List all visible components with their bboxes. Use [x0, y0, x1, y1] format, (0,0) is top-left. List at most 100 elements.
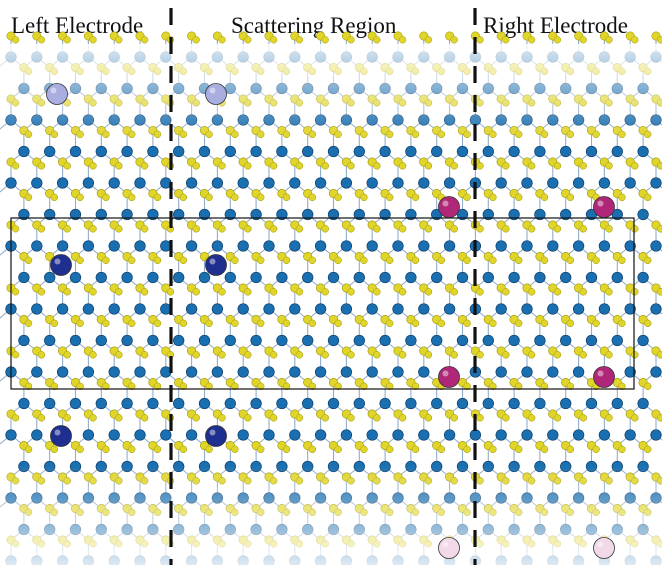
dopant-highlight: [442, 200, 449, 207]
metal-atom: [353, 397, 365, 410]
chalcogen-atom: [153, 193, 162, 201]
left-electrode-label: Left Electrode: [11, 13, 144, 38]
chalcogen-atom: [579, 288, 587, 296]
metal-atom: [134, 177, 146, 189]
metal-atom: [198, 397, 211, 410]
chalcogen-atom: [476, 36, 484, 44]
metal-atom: [237, 177, 249, 189]
edge-fade-overlay: [0, 44, 662, 565]
metal-atom: [31, 177, 43, 189]
chalcogen-atom: [450, 36, 458, 44]
metal-atom: [276, 271, 288, 284]
metal-atom: [44, 397, 56, 410]
metal-atom: [456, 397, 469, 410]
metal-atom: [366, 177, 378, 189]
chalcogen-atom: [515, 193, 523, 201]
chalcogen-atom: [321, 351, 329, 359]
chalcogen-atom: [424, 36, 433, 44]
metal-atom: [134, 303, 146, 315]
chalcogen-atom: [11, 36, 20, 44]
metal-atom: [521, 429, 533, 441]
chalcogen-atom: [373, 414, 381, 422]
metal-atom: [198, 145, 211, 158]
metal-atom: [263, 177, 275, 189]
chalcogen-atom: [566, 193, 574, 201]
chalcogen-atom: [153, 382, 162, 390]
chalcogen-atom: [63, 288, 71, 296]
chalcogen-atom: [308, 382, 316, 390]
metal-atom: [82, 177, 95, 189]
chalcogen-atom: [321, 414, 329, 422]
chalcogen-atom: [553, 414, 562, 422]
chalcogen-atom: [592, 445, 600, 453]
metal-atom: [18, 397, 30, 410]
chalcogen-atom: [360, 445, 368, 453]
metal-atom: [366, 366, 378, 378]
dopant-highlight: [597, 370, 604, 377]
metal-atom: [198, 208, 211, 221]
metal-atom: [44, 334, 56, 347]
metal-atom: [547, 303, 559, 315]
metal-atom: [431, 271, 443, 284]
metal-atom: [585, 397, 598, 410]
metal-atom: [560, 208, 572, 221]
chalcogen-atom: [386, 382, 394, 390]
metal-atom: [456, 334, 469, 347]
chalcogen-atom: [656, 351, 662, 359]
chalcogen-atom: [463, 193, 471, 201]
metal-atom: [585, 334, 598, 347]
chalcogen-atom: [398, 36, 407, 44]
chalcogen-atom: [553, 36, 562, 44]
metal-atom: [405, 271, 417, 284]
metal-atom: [314, 240, 327, 252]
chalcogen-atom: [269, 351, 278, 359]
chalcogen-atom: [579, 162, 587, 170]
chalcogen-atom: [218, 414, 226, 422]
metal-atom: [250, 271, 262, 284]
metal-atom: [572, 177, 585, 189]
metal-atom: [624, 366, 636, 378]
chalcogen-atom: [527, 288, 536, 296]
metal-atom: [263, 240, 275, 252]
chalcogen-atom: [282, 256, 291, 264]
chalcogen-atom: [437, 256, 445, 264]
chalcogen-atom: [373, 351, 381, 359]
chalcogen-atom: [231, 382, 239, 390]
metal-atom: [302, 334, 314, 347]
dopant-highlight: [597, 200, 604, 207]
metal-atom: [18, 145, 30, 158]
chalcogen-atom: [282, 382, 291, 390]
chalcogen-atom: [347, 351, 355, 359]
metal-atom: [250, 334, 262, 347]
chalcogen-atom: [502, 351, 510, 359]
chalcogen-atom: [463, 445, 471, 453]
metal-atom: [95, 397, 107, 410]
chalcogen-atom: [579, 351, 587, 359]
metal-atom: [482, 208, 494, 221]
chalcogen-atom: [76, 319, 84, 327]
metal-atom: [147, 334, 159, 347]
chalcogen-atom: [450, 414, 458, 422]
metal-atom: [237, 303, 249, 315]
metal-atom: [250, 397, 262, 410]
metal-atom: [314, 429, 327, 441]
metal-atom: [495, 303, 507, 315]
chalcogen-atom: [115, 36, 123, 44]
chalcogen-atom: [411, 256, 420, 264]
metal-atom: [340, 366, 353, 378]
chalcogen-atom: [656, 162, 662, 170]
chalcogen-atom: [631, 162, 639, 170]
chalcogen-atom: [24, 193, 33, 201]
dopant-highlight: [50, 87, 57, 94]
chalcogen-atom: [515, 319, 523, 327]
chalcogen-atom: [128, 382, 136, 390]
metal-atom: [302, 397, 314, 410]
metal-atom: [108, 303, 120, 315]
chalcogen-atom: [321, 36, 329, 44]
chalcogen-atom: [424, 225, 433, 233]
chalcogen-atom: [605, 351, 613, 359]
metal-atom: [263, 303, 275, 315]
chalcogen-atom: [450, 351, 458, 359]
chalcogen-atom: [424, 162, 433, 170]
metal-atom: [69, 397, 82, 410]
